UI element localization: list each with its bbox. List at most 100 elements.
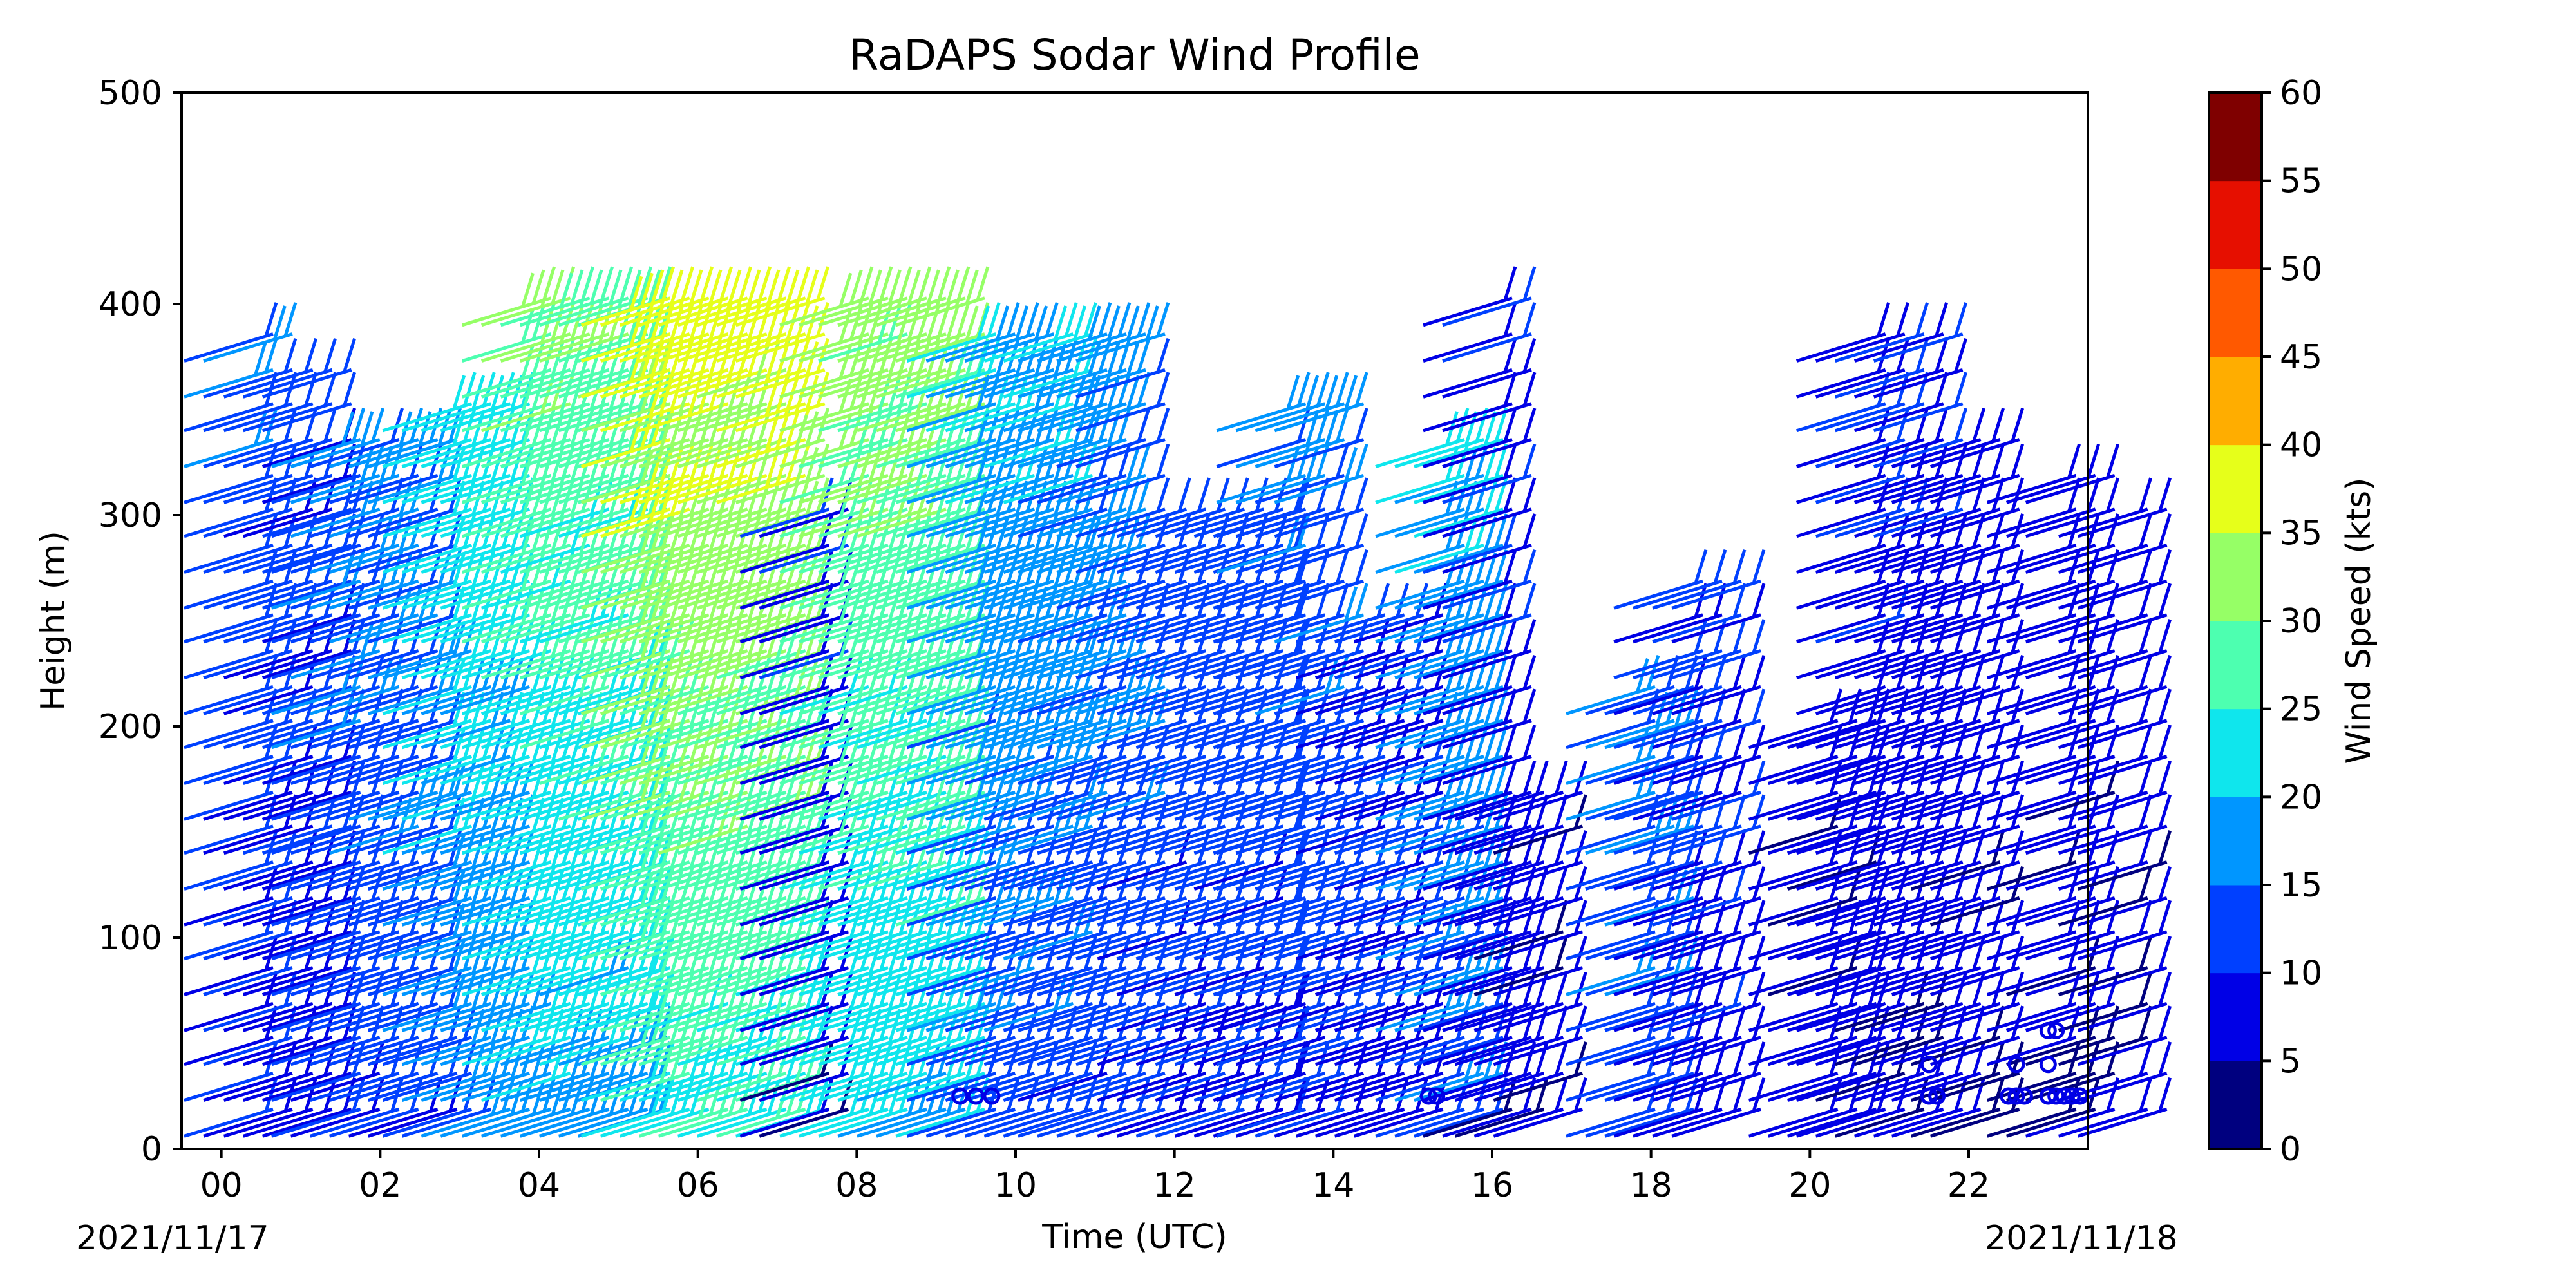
wind-barb — [1414, 724, 1508, 785]
wind-barb — [2005, 900, 2101, 961]
colorbar-band — [2209, 533, 2262, 621]
wind-barb — [1633, 794, 1727, 855]
wind-barb — [1910, 477, 2005, 538]
wind-barb — [1235, 477, 1330, 538]
wind-barb — [1075, 936, 1170, 996]
wind-barb — [1334, 830, 1429, 891]
wind-barb — [1910, 619, 2005, 679]
wind-barb — [1056, 477, 1151, 538]
wind-barb — [348, 794, 443, 855]
wind-barb — [558, 866, 653, 927]
wind-barb — [1910, 443, 2005, 504]
wind-barb — [421, 866, 515, 927]
wind-barb — [1671, 619, 1766, 679]
wind-barb — [367, 794, 462, 855]
wind-barb — [1334, 866, 1429, 927]
wind-barb — [1652, 549, 1747, 610]
wind-barb — [1003, 794, 1097, 855]
wind-barb — [1075, 513, 1170, 574]
wind-barb — [1394, 830, 1489, 891]
wind-barb — [1442, 477, 1537, 538]
plot-frame — [180, 91, 2089, 1150]
wind-barb — [1853, 408, 1949, 468]
colorbar-tick-label: 55 — [2280, 162, 2322, 201]
wind-barb — [2077, 654, 2172, 715]
wind-barb — [461, 266, 556, 327]
wind-barb — [1274, 654, 1368, 715]
wind-barb — [1423, 760, 1517, 821]
wind-barb — [1193, 724, 1288, 785]
wind-barb — [1442, 760, 1537, 821]
wind-barb — [1056, 724, 1151, 785]
y-tick-label: 100 — [99, 919, 162, 958]
wind-barb — [1423, 583, 1517, 644]
wind-barb — [440, 971, 535, 1032]
wind-barb — [1910, 654, 2005, 715]
wind-barb — [1255, 866, 1349, 927]
wind-barb — [1652, 866, 1747, 927]
wind-barb — [1274, 866, 1368, 927]
wind-barb — [1442, 266, 1537, 327]
calm-marker — [2007, 1056, 2025, 1074]
wind-barb — [1891, 1005, 1986, 1066]
wind-barb — [1394, 936, 1489, 996]
wind-barb — [1910, 900, 2005, 961]
wind-barb — [1671, 900, 1766, 961]
wind-barb — [1633, 688, 1727, 750]
wind-barb — [440, 760, 535, 821]
x-tick-label: 10 — [994, 1166, 1037, 1205]
wind-barb — [1891, 900, 1986, 961]
wind-barb — [1910, 830, 2005, 891]
wind-barb — [2077, 724, 2172, 785]
wind-barb — [1056, 1077, 1151, 1138]
wind-barb — [1910, 866, 2005, 927]
wind-barb — [1394, 549, 1489, 610]
wind-barb — [2005, 583, 2101, 644]
wind-barb — [1274, 1077, 1368, 1138]
wind-barb — [1255, 549, 1349, 610]
wind-barb — [1566, 900, 1660, 961]
colorbar-band — [2209, 93, 2262, 182]
wind-barb — [1929, 654, 2025, 715]
wind-barb — [1334, 1041, 1429, 1102]
wind-barb — [1334, 724, 1429, 785]
wind-barb — [558, 760, 653, 821]
wind-barb — [2058, 794, 2153, 855]
wind-barb — [1891, 688, 1986, 750]
chart-title: RaDAPS Sodar Wind Profile — [849, 30, 1420, 80]
wind-barb — [1652, 1005, 1747, 1066]
wind-barb — [1873, 337, 1968, 399]
wind-barb — [1003, 372, 1097, 433]
wind-barb — [945, 302, 1039, 363]
wind-barb — [1274, 513, 1368, 574]
wind-barb — [1274, 760, 1368, 821]
wind-barb — [2058, 936, 2153, 996]
wind-barb — [1423, 724, 1517, 785]
wind-barb — [1566, 1005, 1660, 1066]
wind-barb — [328, 477, 424, 538]
wind-barb — [2058, 654, 2153, 715]
wind-barb — [964, 372, 1059, 433]
wind-barb — [1394, 971, 1489, 1032]
wind-barb — [1414, 619, 1508, 679]
wind-barb — [1423, 443, 1517, 504]
wind-barb — [2077, 688, 2172, 750]
wind-barb — [2005, 477, 2101, 538]
wind-barb — [2058, 1077, 2153, 1138]
wind-barb — [1056, 619, 1151, 679]
wind-barb — [1274, 619, 1368, 679]
wind-barb — [223, 372, 318, 433]
x-tick-label: 08 — [835, 1166, 878, 1205]
wind-barb — [964, 900, 1059, 961]
wind-barb — [1414, 654, 1508, 715]
wind-barb — [895, 266, 990, 327]
wind-barb — [2077, 794, 2172, 855]
x-axis-label: Time (UTC) — [1041, 1218, 1227, 1256]
wind-barb — [1075, 549, 1170, 610]
calm-marker — [2047, 1087, 2065, 1105]
wind-barb — [328, 900, 424, 961]
wind-barb — [242, 408, 337, 468]
calm-marker — [967, 1087, 985, 1105]
wind-barb — [1473, 760, 1568, 821]
wind-barb — [1442, 513, 1537, 574]
